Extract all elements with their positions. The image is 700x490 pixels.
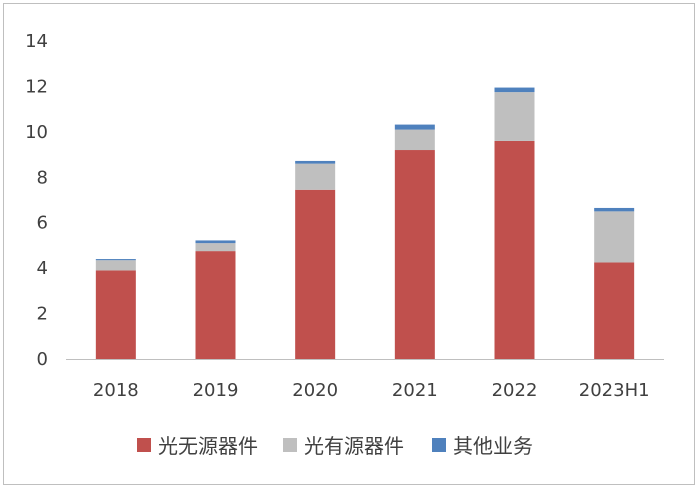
bar-2023H1-series-2 xyxy=(594,211,635,263)
bar-2018-series-2 xyxy=(95,260,136,271)
x-tick-label-2023H1: 2023H1 xyxy=(579,380,650,401)
x-tick-label-2018: 2018 xyxy=(93,380,139,401)
y-tick-label-14: 14 xyxy=(25,31,48,52)
bar-2020-series-3 xyxy=(295,160,336,164)
bar-2021-series-3 xyxy=(394,124,435,130)
y-tick-label-10: 10 xyxy=(25,122,48,143)
bar-2019-series-2 xyxy=(195,243,236,252)
y-tick-label-4: 4 xyxy=(37,258,48,279)
bar-2021-series-1 xyxy=(394,150,435,359)
chart-frame: 0 2 4 6 8 10 12 14 2018 2019 2020 2021 2022 2023H1 光… xyxy=(3,3,695,485)
bar-2022-series-2 xyxy=(494,92,535,141)
x-tick-label-2019: 2019 xyxy=(193,380,239,401)
legend-swatch-1 xyxy=(137,438,151,452)
legend-label-3: 其他业务 xyxy=(453,434,533,458)
bar-2018-series-3 xyxy=(95,259,136,261)
x-tick-label-2020: 2020 xyxy=(292,380,338,401)
legend-label-1: 光无源器件 xyxy=(158,434,258,458)
bar-2020-series-1 xyxy=(295,189,336,359)
bar-2023H1-series-1 xyxy=(594,262,635,359)
legend-swatch-3 xyxy=(432,438,446,452)
bar-2023H1-series-3 xyxy=(594,207,635,212)
bar-2020-series-2 xyxy=(295,163,336,190)
x-axis: 2018 2019 2020 2021 2022 2023H1 xyxy=(93,380,650,401)
bar-2018-series-1 xyxy=(95,270,136,359)
legend-swatch-2 xyxy=(283,438,297,452)
x-tick-label-2022: 2022 xyxy=(492,380,538,401)
y-tick-label-6: 6 xyxy=(37,213,48,234)
bar-2022-series-1 xyxy=(494,140,535,359)
y-axis: 0 2 4 6 8 10 12 14 xyxy=(25,31,48,370)
legend: 光无源器件 光有源器件 其他业务 xyxy=(137,434,533,458)
bar-2019-series-3 xyxy=(195,240,236,244)
y-tick-label-2: 2 xyxy=(37,304,48,325)
bar-2022-series-3 xyxy=(494,87,535,93)
bar-2021-series-2 xyxy=(394,129,435,151)
x-tick-label-2021: 2021 xyxy=(392,380,438,401)
stacked-bar-chart: 0 2 4 6 8 10 12 14 2018 2019 2020 2021 2022 2023H1 光… xyxy=(25,31,664,458)
bars xyxy=(95,87,635,359)
y-tick-label-0: 0 xyxy=(37,349,48,370)
y-tick-label-8: 8 xyxy=(37,167,48,188)
bar-2019-series-1 xyxy=(195,251,236,359)
legend-label-2: 光有源器件 xyxy=(304,434,404,458)
y-tick-label-12: 12 xyxy=(25,76,48,97)
